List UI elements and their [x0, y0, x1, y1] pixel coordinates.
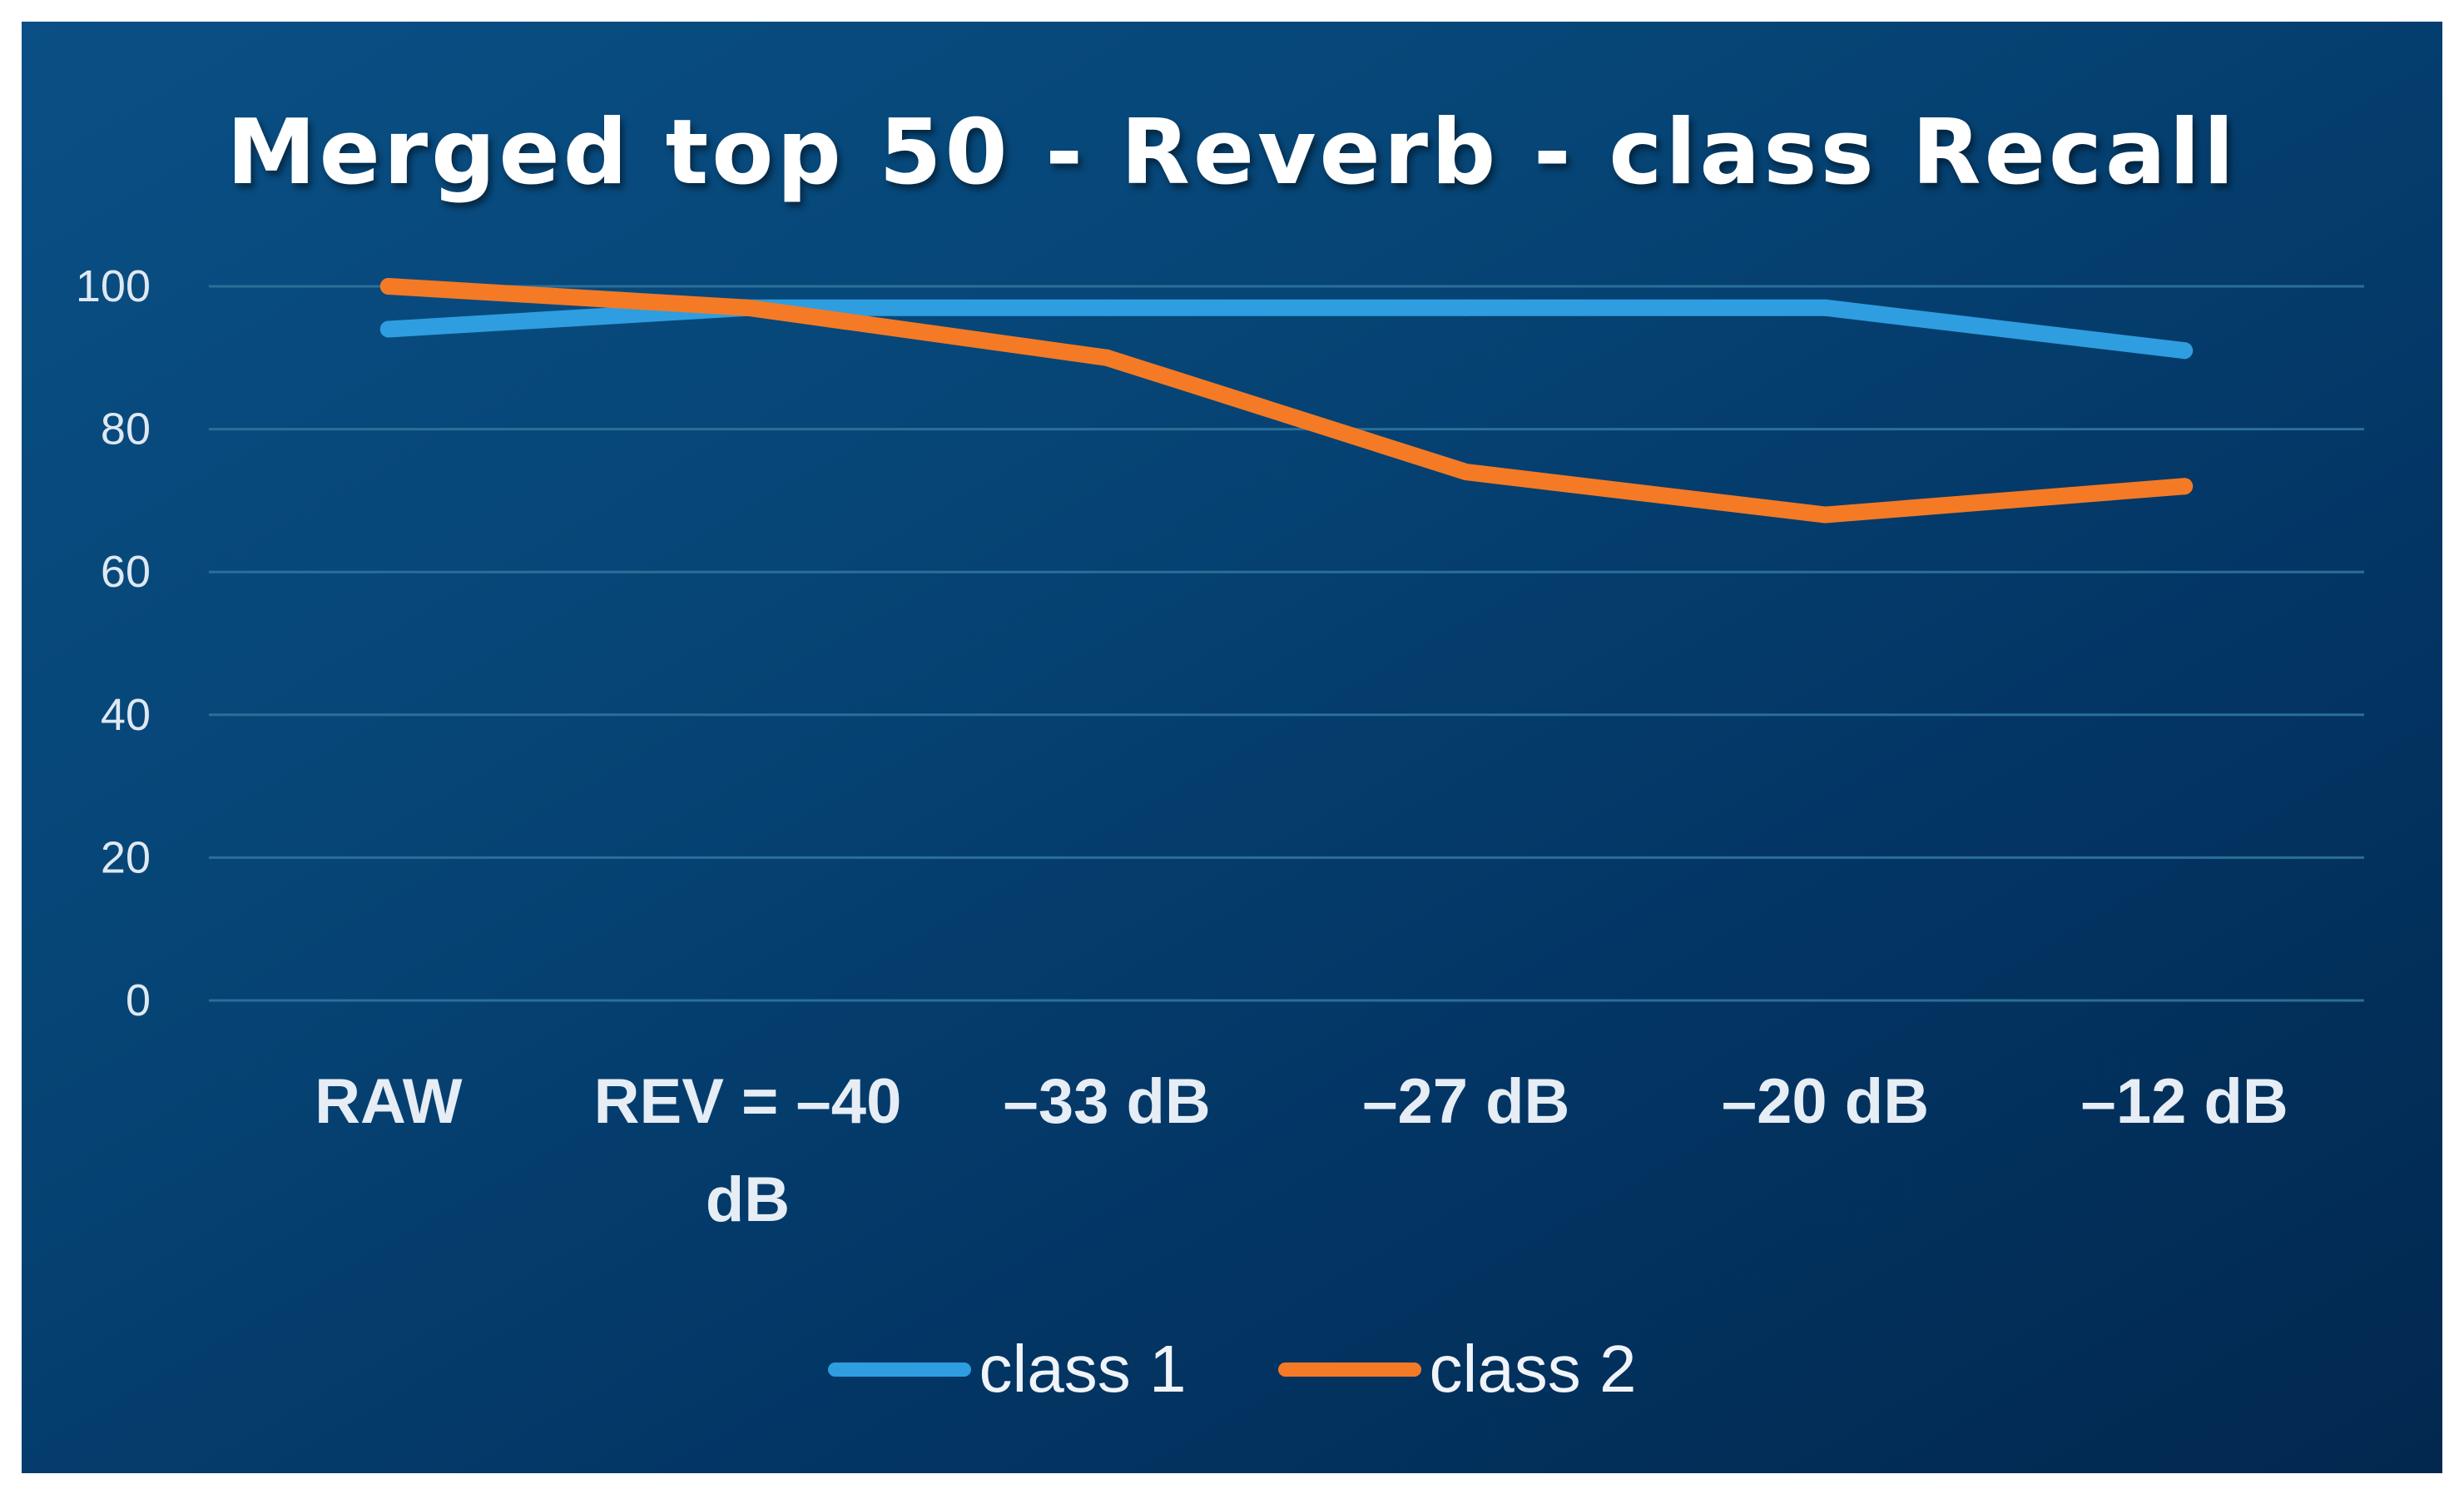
data-point-class-1 [1457, 299, 1475, 316]
data-point-class-2 [379, 278, 397, 295]
y-tick-label: 80 [101, 405, 151, 454]
data-point-class-1 [1817, 299, 1834, 316]
data-point-class-2 [1098, 349, 1116, 366]
legend-label: class 2 [1429, 1332, 1637, 1406]
data-point-class-2 [1457, 464, 1475, 481]
data-point-class-2 [1817, 506, 1834, 524]
data-point-class-1 [1098, 299, 1116, 316]
x-tick-label: –12 dB [2081, 1066, 2288, 1137]
legend-swatch [1277, 1362, 1421, 1377]
legend-label: class 1 [979, 1332, 1187, 1406]
series-line-class-2 [379, 278, 2194, 524]
series-line-class-1 [379, 299, 2194, 360]
y-tick-label: 0 [126, 975, 151, 1025]
chart-frame: Merged top 50 - Reverb - class Recall 0 2… [22, 22, 2442, 1473]
data-point-class-2 [739, 299, 756, 316]
y-tick-label: 40 [101, 690, 151, 740]
plot-area: 0 20 40 60 80 100 RAW REV = –40 dB –33 dB –27 dB –2… [76, 261, 2364, 1235]
legend-item: class 1 [827, 1331, 1187, 1407]
data-point-class-1 [2176, 342, 2194, 360]
y-tick-label: 20 [101, 832, 151, 882]
x-tick-label: RAW [315, 1066, 463, 1137]
chart-title: Merged top 50 - Reverb - class Recall [226, 101, 2238, 205]
x-tick-label: –33 dB [1004, 1066, 1211, 1137]
x-tick-label: –20 dB [1722, 1066, 1929, 1137]
legend: class 1 class 2 [22, 1331, 2442, 1407]
legend-item: class 2 [1277, 1331, 1637, 1407]
data-point-class-1 [379, 320, 397, 338]
y-tick-label: 60 [101, 547, 151, 597]
x-tick-label: REV = –40 dB [594, 1066, 902, 1235]
legend-swatch [827, 1362, 971, 1377]
y-tick-label: 100 [76, 261, 151, 311]
data-point-class-2 [2176, 478, 2194, 495]
x-tick-label: –27 dB [1362, 1066, 1569, 1137]
